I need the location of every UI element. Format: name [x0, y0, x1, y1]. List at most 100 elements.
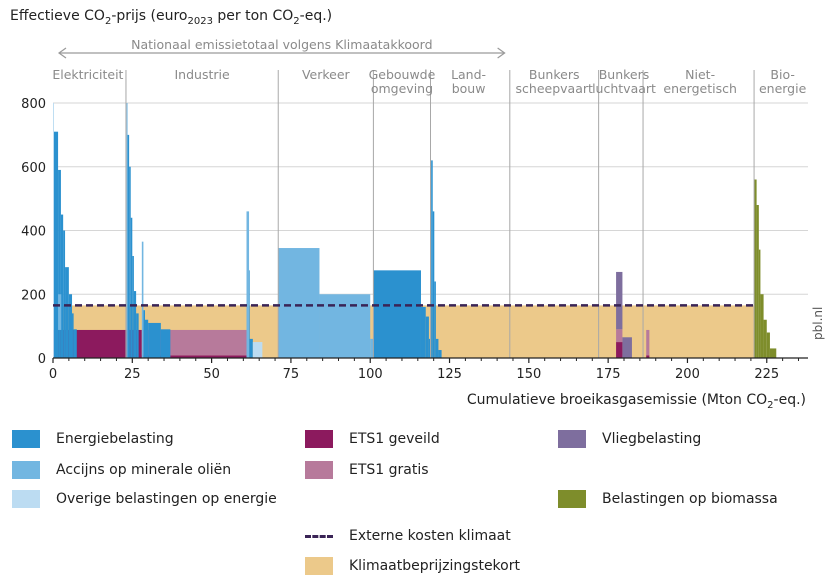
- legend-label: Overige belastingen op energie: [56, 491, 277, 507]
- sector-label-line: omgeving: [371, 81, 433, 96]
- sector-label: Land-bouw: [451, 67, 486, 96]
- bar-segment: [130, 217, 133, 358]
- bar-segment: [141, 241, 144, 358]
- x-tick-label: 175: [596, 367, 621, 382]
- bar-segment: [766, 332, 770, 358]
- bar-segment: [428, 338, 431, 358]
- bar-segment: [53, 131, 59, 358]
- bar-segment: [431, 160, 433, 358]
- bar-segment: [133, 291, 137, 358]
- sector-label: Elektriciteit: [52, 67, 123, 82]
- legend-label: ETS1 gratis: [349, 462, 429, 478]
- x-tick-label: 150: [516, 367, 541, 382]
- legend-label: Accijns op minerale oliën: [56, 462, 232, 478]
- bar-segment: [758, 249, 761, 358]
- bar-segment: [252, 342, 263, 358]
- bar-segment: [129, 166, 131, 358]
- y-tick-label: 800: [21, 97, 46, 112]
- sector-label-line: luchtvaart: [592, 81, 656, 96]
- bar-segment: [622, 337, 632, 358]
- sector-label-line: energetisch: [663, 81, 737, 96]
- chart-plot: 0 200 400 600 800 Elektriciteit Industrie Verke…: [21, 37, 808, 382]
- bar-segment: [435, 338, 439, 358]
- bar-segment: [425, 316, 429, 358]
- y-tick-label: 600: [21, 161, 46, 176]
- legend-swatch: [305, 430, 333, 448]
- bar-segment: [763, 319, 767, 358]
- y-tick-label: 400: [21, 225, 46, 240]
- bar-segment: [58, 169, 61, 358]
- sector-label-line: Elektriciteit: [52, 67, 123, 82]
- bar-segment: [143, 310, 145, 358]
- bar-segment: [319, 294, 371, 358]
- sector-label-line: Industrie: [175, 67, 230, 82]
- bar-segment: [646, 355, 650, 358]
- bar-segment: [246, 211, 250, 358]
- bar-segment: [60, 214, 64, 358]
- sector-label-line: Verkeer: [302, 67, 351, 82]
- sector-label: Gebouwde omgeving: [369, 67, 436, 96]
- sector-label-line: Bunkers: [599, 67, 650, 82]
- x-tick-label: 75: [283, 367, 300, 382]
- bar-segment: [132, 256, 134, 358]
- y-tick-label: 0: [38, 352, 46, 367]
- bar-segment: [141, 355, 247, 358]
- legend-item-tekort: Klimaatbeprijzingstekort: [305, 557, 520, 575]
- source-credit: pbl.nl: [811, 306, 825, 340]
- legend-item-energiebelasting: Energiebelasting: [12, 430, 174, 448]
- sector-label: Bunkers luchtvaart: [592, 67, 656, 96]
- bar-segment: [754, 179, 757, 358]
- sector-label-line: Land-: [451, 67, 486, 82]
- bar-segment: [616, 342, 623, 358]
- bar-segment: [144, 319, 149, 358]
- bar-segment: [434, 281, 436, 358]
- legend-item-ets1-gratis: ETS1 gratis: [305, 461, 429, 479]
- sector-label-line: Bio-: [770, 67, 794, 82]
- legend-swatch: [12, 461, 40, 479]
- bar-segment: [373, 270, 421, 358]
- legend-item-ets1-geveild: ETS1 geveild: [305, 430, 440, 448]
- legend-label: Externe kosten klimaat: [349, 528, 511, 544]
- bar-segment: [65, 267, 69, 358]
- bar-segment: [420, 307, 426, 358]
- x-tick-label: 125: [437, 367, 462, 382]
- legend-swatch: [558, 430, 586, 448]
- sector-label: Industrie: [175, 67, 230, 82]
- bar-segment: [148, 322, 161, 358]
- legend-item-externe-kosten: Externe kosten klimaat: [305, 528, 511, 544]
- x-tick-label: 25: [124, 367, 141, 382]
- legend-label: Vliegbelasting: [602, 431, 702, 447]
- legend-swatch: [305, 461, 333, 479]
- bar-segment: [53, 103, 54, 358]
- bar-segment: [769, 348, 777, 358]
- bar-segment: [136, 313, 139, 358]
- legend-dash-swatch: [305, 534, 333, 538]
- sector-label-line: Gebouwde: [369, 67, 436, 82]
- bar-segment: [432, 211, 435, 358]
- bar-segment: [72, 313, 74, 358]
- sector-label-line: Niet-: [685, 67, 715, 82]
- sector-label-line: bouw: [452, 81, 486, 96]
- legend-swatch: [558, 490, 586, 508]
- x-tick-label: 100: [358, 367, 383, 382]
- bar-segment: [127, 134, 130, 358]
- legend-swatch: [305, 557, 333, 575]
- legend-label: Energiebelasting: [56, 431, 174, 447]
- legend-item-biomassa: Belastingen op biomassa: [558, 490, 778, 508]
- bar-segment: [278, 248, 320, 358]
- sector-label: Bio-energie: [759, 67, 807, 96]
- sector-label: Verkeer: [302, 67, 351, 82]
- bar-segment: [756, 205, 759, 358]
- bar-segment: [646, 329, 650, 356]
- bar-segment: [58, 294, 62, 330]
- legend-label: Klimaatbeprijzingstekort: [349, 558, 520, 574]
- chart-title: Effectieve CO2-prijs (euro2023 per ton C…: [10, 8, 333, 27]
- x-tick-label: 225: [754, 367, 779, 382]
- bar-segment: [249, 338, 253, 358]
- arrow-head-left: [57, 47, 67, 59]
- bar-segment: [73, 329, 77, 358]
- legend-swatch: [12, 430, 40, 448]
- bar-segment: [438, 350, 442, 358]
- bar-segment: [126, 103, 128, 358]
- bar-segment: [760, 294, 764, 358]
